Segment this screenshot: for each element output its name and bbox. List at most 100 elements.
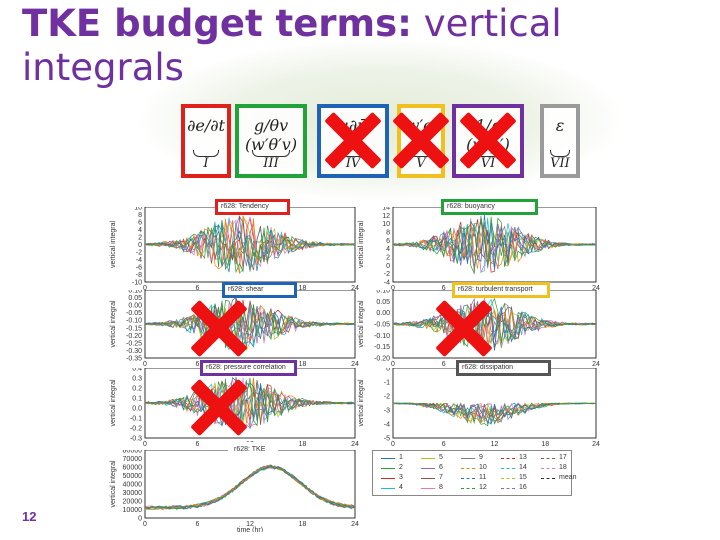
y-tick-label: 0.05: [376, 299, 390, 306]
series-line: [144, 219, 356, 274]
legend-label: 1: [399, 454, 403, 461]
series-line: [144, 377, 356, 429]
x-tick-label: 0: [143, 521, 147, 528]
x-tick-label: 18: [299, 521, 307, 528]
y-tick-label: -0.25: [126, 340, 142, 347]
legend-entry: 14: [501, 464, 527, 471]
y-tick-label: -4: [384, 422, 390, 429]
y-tick-label: 10: [134, 207, 142, 212]
title-bold: TKE budget terms:: [22, 2, 412, 45]
series-line: [144, 303, 356, 347]
x-tick-label: 18: [299, 441, 307, 448]
x-tick-label: 12: [246, 521, 254, 528]
series-line: [144, 465, 356, 510]
series-line: [392, 402, 597, 427]
legend-label: 18: [559, 464, 567, 471]
legend-swatch: [421, 468, 435, 469]
legend-label: 9: [479, 454, 483, 461]
y-tick-label: 6: [386, 238, 390, 245]
series-line: [145, 464, 356, 510]
equation-expression: ε: [555, 116, 565, 135]
equation-term-label: III: [263, 156, 279, 171]
legend-swatch: [541, 468, 555, 469]
panel-title: r628: Tendency: [215, 199, 290, 215]
y-tick-label: -0.35: [126, 356, 142, 363]
y-tick-label: 60000: [123, 465, 143, 472]
y-tick-label: 0: [138, 242, 142, 249]
y-axis-label: vertical integral: [110, 300, 117, 348]
y-tick-label: 0.3: [132, 376, 142, 383]
legend-swatch: [381, 458, 395, 459]
legend-entry: mean: [541, 474, 577, 481]
y-axis-label: vertical integral: [358, 379, 365, 427]
y-tick-label: -3: [384, 408, 390, 415]
legend-entry: 13: [501, 454, 527, 461]
legend-label: 16: [519, 484, 527, 491]
legend-swatch: [381, 468, 395, 469]
legend-entry: 6: [421, 464, 443, 471]
legend-swatch: [461, 458, 475, 459]
legend-entry: 8: [421, 484, 443, 491]
legend-swatch: [541, 478, 555, 479]
y-tick-label: -0.05: [374, 322, 390, 329]
equation-term-i: ∂e/∂t I: [181, 104, 231, 178]
y-tick-label: 0.2: [132, 386, 142, 393]
x-tick-label: 24: [592, 441, 600, 448]
x-tick-label: 24: [592, 361, 600, 368]
legend-label: 10: [479, 464, 487, 471]
series-line: [392, 297, 597, 348]
y-tick-label: -0.10: [126, 318, 142, 325]
legend-entry: 2: [381, 464, 403, 471]
series-line: [392, 307, 597, 351]
y-axis-label: vertical integral: [358, 221, 365, 269]
equation-term-label: VII: [550, 156, 570, 171]
y-tick-label: 0.1: [132, 396, 142, 403]
x-tick-label: 24: [351, 521, 359, 528]
series-line: [144, 377, 356, 425]
legend-entry: 5: [421, 454, 443, 461]
panel-title: r628: turbulent transport: [452, 282, 550, 298]
underbrace: [550, 150, 570, 157]
legend-entry: 15: [501, 474, 527, 481]
x-tick-label: 0: [143, 441, 147, 448]
y-tick-label: -10: [132, 280, 142, 287]
y-tick-label: -0.1: [130, 416, 142, 423]
y-tick-label: 8: [386, 230, 390, 237]
equation-expression: g/θv (w′θ′v): [244, 116, 298, 154]
y-tick-label: -2: [384, 394, 390, 401]
x-tick-label: 0: [391, 441, 395, 448]
panel-title: r628: TKE: [228, 442, 278, 458]
legend-label: mean: [559, 474, 577, 481]
legend-label: 12: [479, 484, 487, 491]
plot-panel: 0.4 0.3 0.2 0.1 0.0 -0.1 -0.2 -0.3 vertical inte…: [105, 366, 365, 452]
legend-label: 7: [439, 474, 443, 481]
y-tick-label: 14: [382, 207, 390, 212]
series-line: [392, 215, 597, 269]
y-tick-label: 6: [138, 220, 142, 227]
legend-swatch: [461, 468, 475, 469]
cross-out-mark: [434, 298, 494, 358]
series-line: [392, 218, 597, 273]
y-tick-label: 2: [386, 255, 390, 262]
y-tick-label: -1: [384, 380, 390, 387]
y-tick-label: 10000: [123, 507, 143, 514]
y-tick-label: 0.10: [128, 290, 142, 295]
y-tick-label: 2: [138, 235, 142, 242]
x-tick-label: 18: [541, 441, 549, 448]
series-line: [144, 224, 356, 272]
y-tick-label: -0.20: [374, 356, 390, 363]
y-tick-label: -2: [384, 271, 390, 278]
cross-out-mark: [458, 110, 518, 170]
legend-label: 11: [479, 474, 487, 481]
panel-title: r628: shear: [222, 282, 297, 298]
legend-swatch: [501, 488, 515, 489]
panel-title: r628: buoyancy: [441, 199, 538, 215]
y-tick-label: 4: [386, 246, 390, 253]
y-tick-label: 0.4: [132, 368, 142, 373]
plot-svg: 0 -1 -2 -3 -4 -5 vertical integral 0 6 12 18 24: [358, 366, 600, 449]
panel-title: r628: dissipation: [456, 360, 551, 376]
legend-swatch: [421, 488, 435, 489]
legend-entry: 12: [461, 484, 487, 491]
cross-out-mark: [189, 298, 249, 358]
